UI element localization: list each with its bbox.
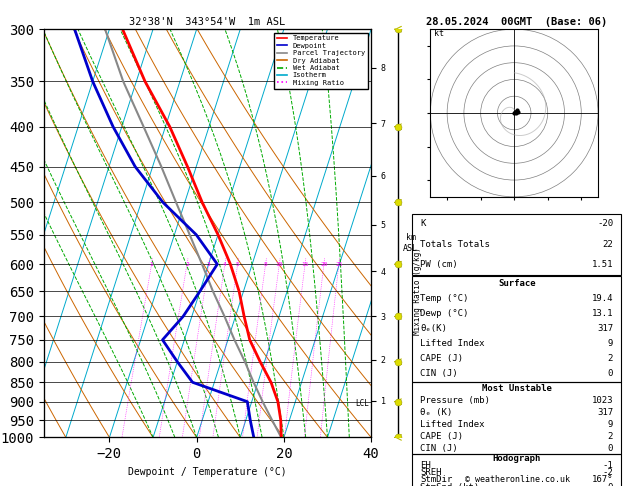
Text: -20: -20 [597, 220, 613, 228]
Text: θₑ(K): θₑ(K) [420, 324, 447, 333]
Text: Mixing Ratio (g/kg): Mixing Ratio (g/kg) [413, 247, 422, 335]
Text: Dewp (°C): Dewp (°C) [420, 309, 469, 318]
Text: 19.4: 19.4 [591, 294, 613, 303]
Text: StmSpd (kt): StmSpd (kt) [420, 483, 479, 486]
Text: 25: 25 [335, 261, 343, 267]
Text: CIN (J): CIN (J) [420, 444, 458, 453]
Text: 317: 317 [597, 324, 613, 333]
Text: 0: 0 [608, 444, 613, 453]
Text: Lifted Index: Lifted Index [420, 420, 485, 429]
Text: 28.05.2024  00GMT  (Base: 06): 28.05.2024 00GMT (Base: 06) [426, 17, 608, 27]
Text: 10: 10 [276, 261, 283, 267]
Text: 2: 2 [608, 354, 613, 364]
Text: 1.51: 1.51 [591, 260, 613, 269]
Text: StmDir: StmDir [420, 475, 453, 485]
Text: Pressure (mb): Pressure (mb) [420, 396, 490, 405]
Text: 2: 2 [608, 432, 613, 441]
Text: CIN (J): CIN (J) [420, 369, 458, 379]
Text: θₑ (K): θₑ (K) [420, 408, 453, 417]
Text: 2: 2 [185, 261, 189, 267]
Text: 22: 22 [603, 240, 613, 249]
Text: 13.1: 13.1 [591, 309, 613, 318]
Text: EH: EH [420, 461, 431, 470]
Text: 317: 317 [597, 408, 613, 417]
Text: 0: 0 [608, 483, 613, 486]
Text: Hodograph: Hodograph [493, 453, 541, 463]
Text: Most Unstable: Most Unstable [482, 384, 552, 393]
Text: CAPE (J): CAPE (J) [420, 354, 464, 364]
Y-axis label: km
ASL: km ASL [403, 233, 418, 253]
Text: Totals Totals: Totals Totals [420, 240, 490, 249]
Text: 15: 15 [301, 261, 309, 267]
Text: 8: 8 [264, 261, 267, 267]
Text: PW (cm): PW (cm) [420, 260, 458, 269]
Text: SREH: SREH [420, 468, 442, 477]
Text: 1023: 1023 [591, 396, 613, 405]
Text: 5: 5 [236, 261, 240, 267]
Text: CAPE (J): CAPE (J) [420, 432, 464, 441]
Text: Temp (°C): Temp (°C) [420, 294, 469, 303]
Text: 9: 9 [608, 339, 613, 348]
Text: 167°: 167° [591, 475, 613, 485]
Text: 4: 4 [223, 261, 226, 267]
Text: -1: -1 [603, 461, 613, 470]
Title: 32°38'N  343°54'W  1m ASL: 32°38'N 343°54'W 1m ASL [130, 17, 286, 27]
Text: 20: 20 [320, 261, 328, 267]
Text: Lifted Index: Lifted Index [420, 339, 485, 348]
Text: 3: 3 [207, 261, 211, 267]
Text: 9: 9 [608, 420, 613, 429]
Text: 1: 1 [150, 261, 153, 267]
Text: -2: -2 [603, 468, 613, 477]
Text: K: K [420, 220, 426, 228]
Text: 0: 0 [608, 369, 613, 379]
X-axis label: Dewpoint / Temperature (°C): Dewpoint / Temperature (°C) [128, 467, 287, 477]
Text: kt: kt [434, 29, 443, 38]
Text: © weatheronline.co.uk: © weatheronline.co.uk [465, 474, 569, 484]
Text: Surface: Surface [498, 278, 535, 288]
Legend: Temperature, Dewpoint, Parcel Trajectory, Dry Adiabat, Wet Adiabat, Isotherm, Mi: Temperature, Dewpoint, Parcel Trajectory… [274, 33, 367, 88]
Text: LCL: LCL [355, 399, 369, 408]
